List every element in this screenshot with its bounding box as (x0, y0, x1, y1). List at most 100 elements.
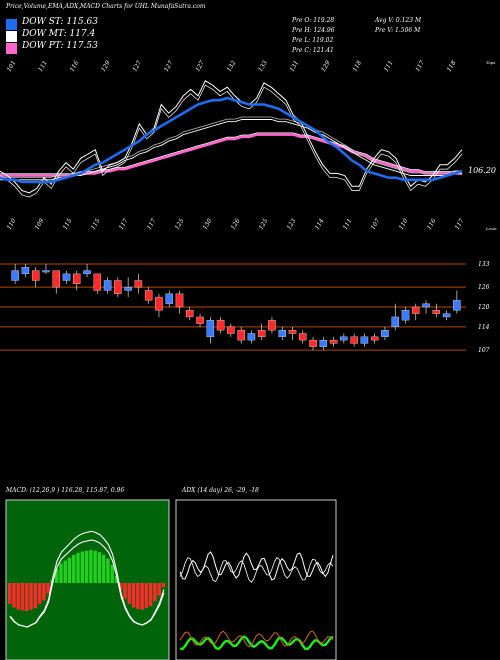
chart-header: Price,Volume,EMA,ADX,MACD Charts for UHL… (6, 3, 206, 10)
lows-axis-label: 123 (286, 217, 298, 231)
candle-body (206, 320, 215, 337)
candle-body (83, 270, 91, 275)
tops-axis-label: 101 (6, 60, 18, 73)
macd-hist-bar (136, 583, 140, 609)
candle-body (103, 280, 112, 291)
macd-hist-bar (89, 550, 93, 583)
macd-hist-bar (59, 563, 63, 583)
lows-axis-label: 125 (258, 217, 270, 231)
macd-hist-bar (33, 583, 38, 609)
avg-volume: Avg V: 0.123 M (375, 17, 422, 24)
macd-hist-bar (110, 564, 114, 583)
macd-hist-bar (157, 583, 161, 596)
tops-axis-label: 133 (257, 59, 269, 73)
prev-volume: Pre V: 1.506 M (375, 27, 421, 34)
macd-hist-bar (119, 583, 123, 590)
macd-hist-bar (114, 576, 119, 583)
candle-body (21, 267, 30, 275)
tops-axis-label: 127 (163, 59, 175, 73)
lows-axis-label: 110 (398, 217, 410, 231)
macd-hist-bar (8, 583, 12, 604)
candle-body (42, 270, 50, 273)
macd-hist-bar (101, 555, 106, 583)
price-line (0, 80, 463, 194)
candle-body (11, 270, 19, 281)
candle-body (186, 310, 194, 318)
adx-plus-di-line (179, 551, 334, 581)
lows-axis-label: 116 (426, 217, 438, 231)
macd-hist-bar (12, 583, 16, 608)
candle-body (360, 336, 369, 344)
legend-swatch-mt (6, 31, 17, 42)
macd-hist-bar (46, 583, 50, 594)
macd-hist-bar (140, 583, 144, 610)
candle-body (247, 333, 256, 341)
tops-axis-label: 118 (446, 59, 458, 73)
macd-hist-bar (153, 583, 157, 602)
candle-body (350, 336, 358, 344)
adx-minus-di-line (179, 556, 334, 583)
macd-hist-bar (144, 583, 149, 609)
macd-hist-bar (80, 551, 85, 583)
candle-body (134, 280, 143, 288)
candle-body (299, 333, 307, 341)
candle-body (391, 316, 399, 328)
prev-high: Pre H: 124.96 (292, 27, 335, 34)
candle-body (288, 330, 297, 334)
tops-axis-label: 111 (37, 60, 49, 73)
legend-st: DOW ST: 115.63 (22, 17, 98, 27)
legend-mt: DOW MT: 117.4 (22, 29, 96, 39)
lows-axis-label: 107 (370, 217, 382, 231)
candle-body (412, 306, 420, 314)
candle-body (432, 310, 441, 314)
candle-body (422, 303, 430, 308)
candle-body (196, 316, 204, 324)
candle-body (175, 293, 184, 308)
lows-axis-label: 114 (314, 217, 326, 231)
macd-hist-bar (67, 557, 72, 583)
candle-body (114, 280, 122, 294)
macd-hist-bar (63, 560, 67, 583)
candle-body (216, 320, 225, 331)
level-label: 114 (478, 324, 490, 331)
macd-hist-bar (25, 583, 29, 611)
legend-swatch-pt (6, 43, 17, 54)
adx-header: ADX (14 day) 26, -29, -18 (181, 487, 259, 494)
macd-hist-bar (42, 583, 46, 601)
lows-label: Lows (485, 226, 497, 231)
candle-body (278, 330, 286, 337)
candle-body (144, 290, 153, 301)
level-label: 133 (478, 261, 490, 268)
price-line-shadow (0, 84, 463, 198)
macd-hist-bar (93, 550, 97, 583)
macd-signal-line (9, 539, 165, 628)
macd-hist-bar (148, 583, 153, 607)
legend-pt: DOW PT: 117.53 (22, 41, 98, 51)
candle-body (93, 273, 102, 291)
candle-body (31, 270, 40, 281)
macd-hist-bar (20, 583, 25, 611)
tops-axis-label: 127 (194, 59, 206, 73)
macd-hist-bar (127, 583, 131, 604)
macd-hist-bar (72, 555, 76, 583)
tops-label: Tops (486, 60, 495, 65)
current-price-label: 106.20 (468, 166, 496, 175)
level-label: 126 (478, 284, 490, 291)
tops-axis-label: 118 (351, 59, 363, 73)
legend-swatch-st (6, 19, 17, 30)
tops-axis-label: 127 (131, 59, 143, 73)
candle-body (401, 310, 410, 321)
lows-axis-label: 117 (146, 217, 158, 231)
macd-hist-bar (76, 552, 80, 583)
macd-hist-bar (131, 583, 136, 608)
lows-axis-label: 130 (202, 217, 214, 231)
macd-hist-bar (54, 569, 59, 583)
candle-body (237, 330, 245, 341)
ema-mid-line (0, 119, 462, 181)
adx-aux-line (179, 630, 334, 648)
ema-mid-outline (0, 116, 462, 178)
lows-axis-label: 109 (34, 217, 46, 231)
candle-body (329, 339, 338, 344)
tops-axis-label: 129 (100, 59, 112, 73)
